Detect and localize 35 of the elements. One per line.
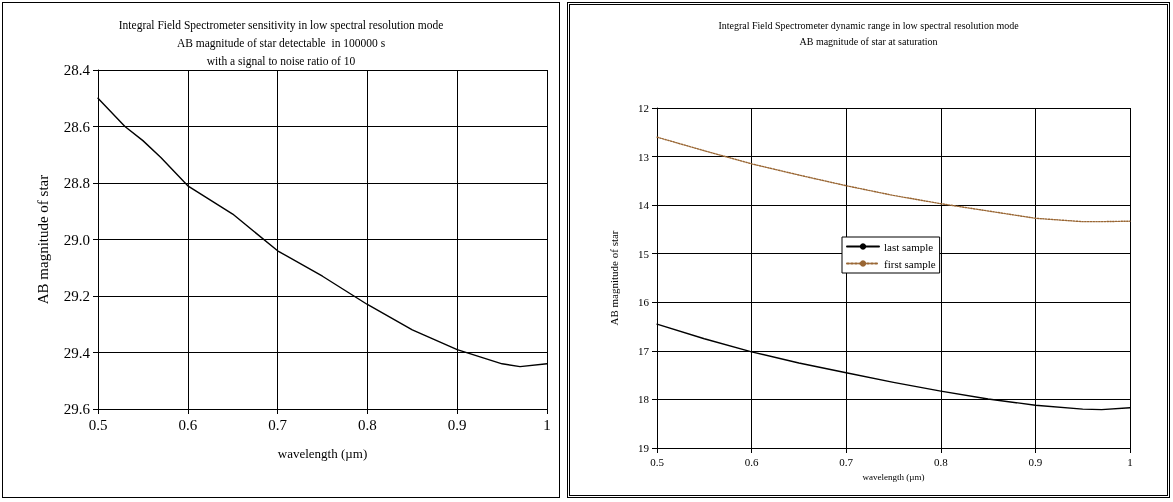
y-tick-label: 19 (638, 442, 650, 454)
x-axis-title: wavelength (µm) (277, 446, 368, 461)
x-tick-label: 0.9 (447, 416, 467, 433)
x-tick-label: 0.9 (1028, 455, 1043, 468)
x-tick-label: 0.8 (933, 455, 949, 468)
x-axis-title: wavelength (µm) (862, 471, 925, 482)
x-tick-label: 0.6 (744, 455, 759, 468)
y-tick-label: 18 (638, 393, 650, 406)
y-tick-label: 13 (638, 150, 650, 163)
x-tick-label: 1 (543, 416, 551, 433)
y-tick-label: 28.8 (63, 175, 90, 191)
y-tick-label: 29.4 (63, 344, 91, 361)
y-tick-label: 28.4 (63, 62, 91, 78)
x-tick-label: 0.8 (358, 416, 377, 433)
y-tick-label: 16 (638, 296, 650, 309)
y-tick-label: 15 (638, 247, 650, 260)
y-tick-label: 29.6 (63, 401, 91, 417)
y-axis-title: AB magnitude of star (34, 174, 51, 305)
x-tick-label: 0.7 (839, 455, 854, 468)
legend-label: last sample (884, 240, 934, 253)
x-tick-label: 0.6 (178, 416, 198, 433)
y-tick-label: 29.2 (63, 288, 90, 304)
chart-title: Integral Field Spectrometer dynamic range in low spectral resolution mode AB magnitude of star at saturation (718, 20, 1020, 47)
x-tick-label: 0.7 (268, 416, 288, 433)
x-tick-label: 0.5 (88, 416, 108, 433)
chart-title: Integral Field Spectrometer sensitivity in low spectral resolution mode AB magnitude of star detectable in 100000 s with a signal to noise ratio of 10 (118, 18, 444, 68)
y-axis-title: AB magnitude of star (607, 230, 620, 326)
y-tick-label: 17 (638, 344, 650, 357)
x-tick-label: 0.5 (650, 455, 665, 468)
y-tick-label: 12 (638, 102, 649, 114)
legend-label: first sample (884, 257, 936, 270)
y-tick-label: 14 (638, 199, 650, 212)
y-tick-label: 28.6 (63, 118, 91, 135)
x-tick-label: 1 (1127, 455, 1133, 468)
y-tick-label: 29.0 (63, 231, 90, 248)
